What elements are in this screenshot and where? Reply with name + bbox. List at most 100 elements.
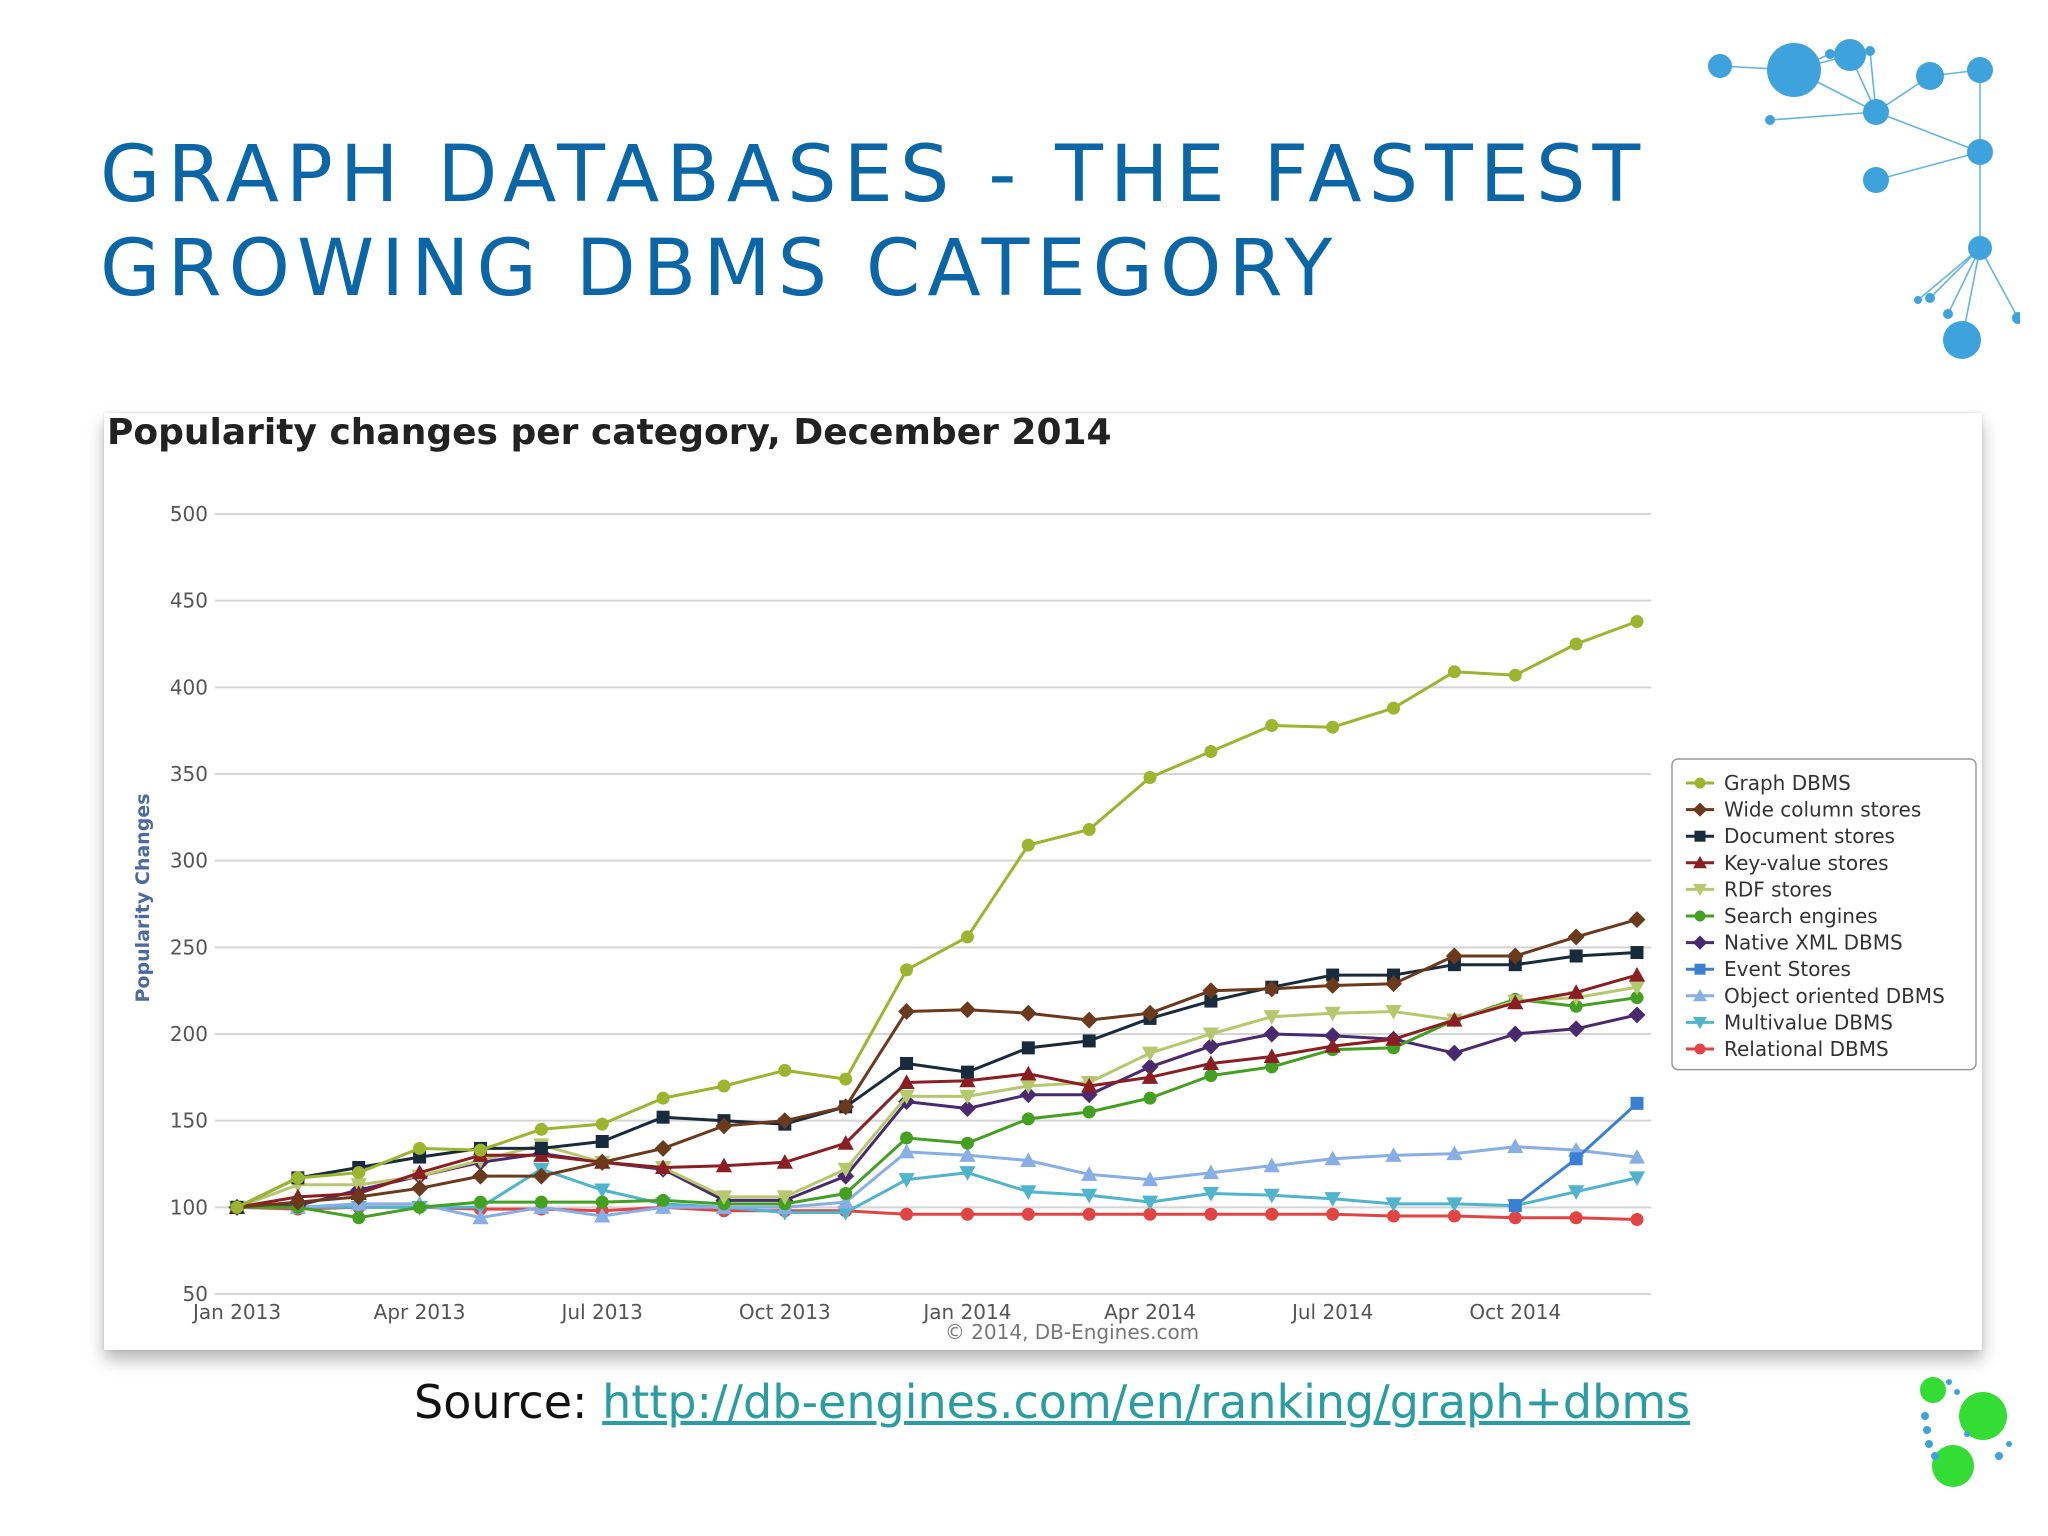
data-point (1204, 994, 1218, 1008)
data-point (1630, 614, 1644, 628)
data-point (1143, 770, 1157, 784)
data-point (1082, 1034, 1096, 1048)
data-point (1507, 1138, 1524, 1154)
legend-item[interactable]: Search engines (1686, 904, 1878, 928)
legend-label: Wide column stores (1724, 798, 1921, 822)
legend-label: Event Stores (1724, 957, 1851, 981)
legend-item[interactable]: Event Stores (1686, 957, 1851, 981)
popularity-chart: Popularity changes per category, Decembe… (107, 413, 1977, 1344)
legend-label: Graph DBMS (1724, 771, 1851, 795)
legend-item[interactable]: Relational DBMS (1686, 1037, 1889, 1061)
slide-title-line-1: GRAPH DATABASES - THE FASTEST (100, 130, 1648, 220)
data-point (1263, 980, 1281, 998)
data-point (1630, 991, 1644, 1005)
data-point (1204, 1207, 1218, 1221)
series-line (236, 1013, 1638, 1209)
series-line (236, 1205, 1638, 1221)
legend-item[interactable]: Native XML DBMS (1686, 931, 1903, 955)
y-tick-label: 500 (170, 502, 208, 526)
data-point (1569, 1152, 1583, 1166)
data-point (1385, 1197, 1402, 1212)
x-tick-label: Apr 2014 (1104, 1300, 1196, 1324)
data-point (230, 1200, 244, 1214)
data-point (1324, 1192, 1341, 1207)
data-point (960, 1207, 974, 1221)
data-point (1020, 1079, 1037, 1095)
legend-item[interactable]: RDF stores (1686, 877, 1832, 901)
y-axis-label: Popularity Changes (132, 793, 154, 1002)
data-point (1385, 1147, 1402, 1162)
x-tick-label: Apr 2013 (374, 1300, 466, 1324)
data-point (289, 1193, 307, 1211)
data-point (958, 1100, 976, 1117)
series-line (237, 1167, 1638, 1214)
data-point (1204, 1069, 1218, 1083)
series-object-oriented-dbms (228, 1138, 1646, 1225)
data-point (1141, 1195, 1159, 1211)
y-tick-label: 350 (170, 762, 208, 786)
x-tick-label: Jul 2013 (560, 1300, 643, 1324)
series-line (236, 973, 1638, 1209)
data-point (1446, 1197, 1463, 1212)
y-tick-label: 300 (170, 849, 208, 873)
data-point (1508, 1199, 1522, 1213)
data-point (837, 1194, 854, 1209)
network-graphic-icon (1708, 39, 2020, 359)
series-line (237, 996, 1638, 1220)
data-point (534, 1141, 548, 1155)
legend-item[interactable]: Document stores (1686, 824, 1895, 848)
data-point (654, 1139, 672, 1157)
y-tick-label: 450 (170, 589, 208, 613)
data-point (1385, 1031, 1402, 1046)
legend-label: Multivalue DBMS (1724, 1010, 1893, 1034)
legend-label: Search engines (1724, 904, 1878, 928)
data-point (1446, 1012, 1463, 1027)
data-point (1020, 1065, 1037, 1081)
data-point (1506, 1025, 1524, 1043)
data-point (1567, 928, 1585, 946)
data-point (656, 1091, 670, 1105)
data-point (1569, 949, 1583, 963)
data-point (959, 1089, 976, 1105)
series-line (236, 620, 1638, 1209)
data-point (1265, 718, 1279, 732)
data-point (837, 1162, 854, 1178)
legend-item[interactable]: Graph DBMS (1686, 771, 1851, 795)
y-tick-label: 400 (170, 675, 208, 699)
data-point (898, 1003, 916, 1020)
data-point (959, 1147, 976, 1162)
data-point (1506, 947, 1524, 965)
x-tick-label: Jan 2013 (191, 1300, 281, 1324)
source-link[interactable]: http://db-engines.com/en/ranking/graph+d… (602, 1375, 1691, 1429)
chart-card: Popularity changes per category, Decembe… (104, 413, 1982, 1350)
data-point (594, 1183, 611, 1199)
data-point (1628, 966, 1646, 982)
legend-item[interactable]: Object oriented DBMS (1686, 984, 1945, 1008)
data-point (1567, 1020, 1585, 1038)
data-point (1508, 958, 1522, 972)
y-tick-label: 50 (183, 1282, 208, 1306)
slide-title-line-2: GROWING DBMS CATEGORY (100, 224, 1340, 314)
data-point (898, 1173, 915, 1188)
x-tick-label: Jul 2014 (1290, 1300, 1373, 1324)
legend-item[interactable]: Wide column stores (1686, 798, 1921, 822)
data-point (1141, 1004, 1159, 1022)
data-point (1021, 1041, 1035, 1055)
y-tick-label: 100 (170, 1195, 208, 1219)
data-point (900, 963, 914, 977)
data-point (1020, 1152, 1037, 1168)
legend-item[interactable]: Multivalue DBMS (1686, 1010, 1893, 1034)
data-point (1385, 975, 1402, 993)
data-point (1263, 1048, 1280, 1064)
data-point (1021, 1207, 1035, 1221)
data-point (959, 1072, 976, 1088)
data-point (1447, 1209, 1461, 1223)
data-point (534, 1122, 548, 1136)
legend-item[interactable]: Key-value stores (1686, 851, 1889, 875)
data-point (1141, 1171, 1159, 1187)
data-point (839, 1072, 853, 1086)
series-wide-column-stores (228, 911, 1646, 1216)
data-point (593, 1153, 611, 1171)
data-point (1630, 946, 1644, 960)
data-point (1082, 1207, 1096, 1221)
